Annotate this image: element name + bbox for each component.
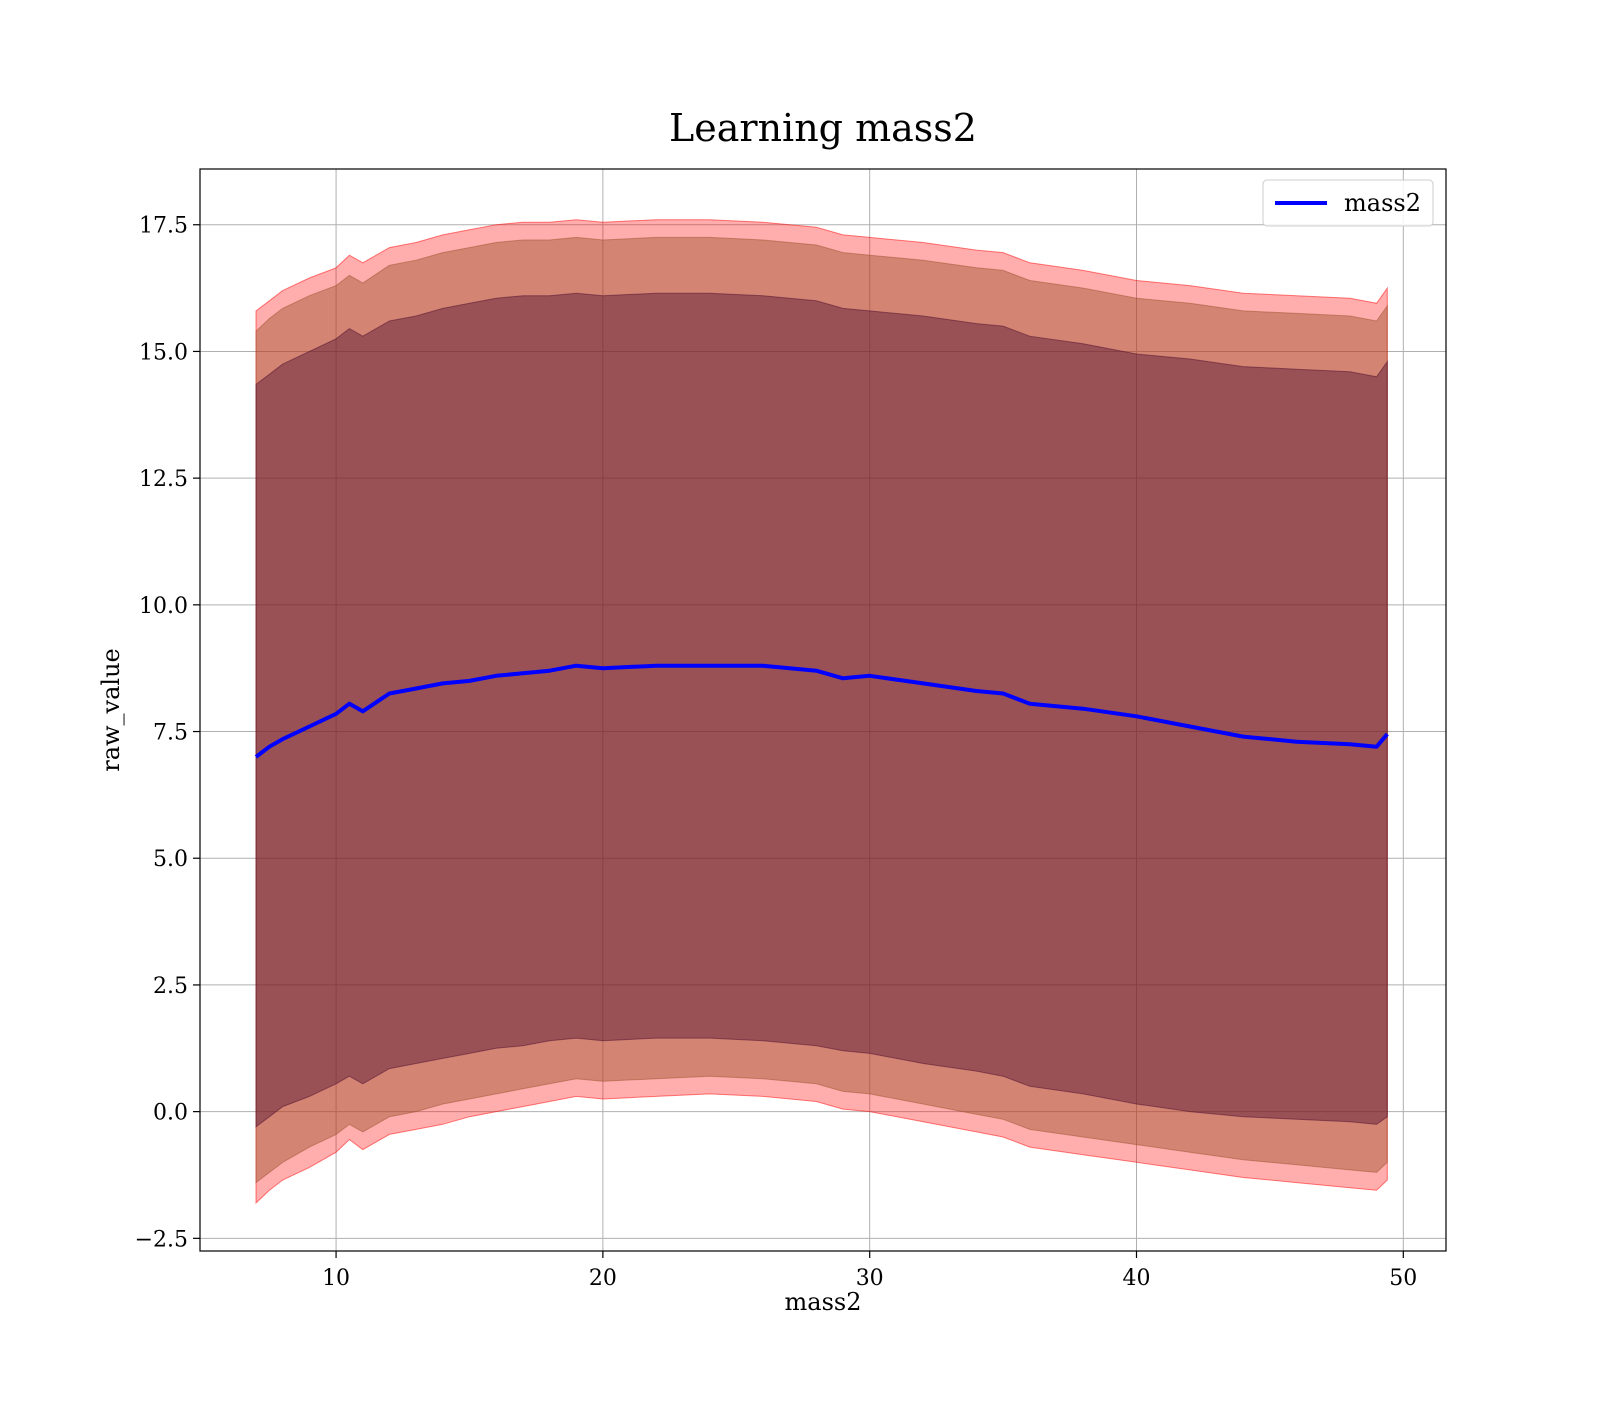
legend-box <box>1262 179 1434 227</box>
plot-frame <box>199 168 1447 1252</box>
x-tick-label-3: 40 <box>1123 1266 1151 1291</box>
grid <box>200 169 1446 1251</box>
x-tick-label-2: 30 <box>856 1266 884 1291</box>
x-axis-label: mass2 <box>785 1288 862 1316</box>
middle-band <box>255 236 1388 1184</box>
bands <box>255 219 1388 1205</box>
chart-title: Learning mass2 <box>669 106 977 150</box>
y-tick-label-5: 10.0 <box>139 594 188 619</box>
y-tick-label-6: 12.5 <box>139 467 188 492</box>
y-tick-label-4: 7.5 <box>153 721 188 746</box>
x-tick-label-1: 20 <box>589 1266 617 1291</box>
y-tick-label-7: 15.0 <box>139 340 188 365</box>
y-tick-label-3: 5.0 <box>153 847 188 872</box>
y-tick-label-2: 2.5 <box>153 974 188 999</box>
outer-band <box>255 219 1388 1205</box>
series-lines <box>254 663 1389 759</box>
y-tick-label-0: −2.5 <box>135 1227 188 1252</box>
legend: mass2 <box>1262 179 1434 227</box>
x-tick-label-0: 10 <box>322 1266 350 1291</box>
y-tick-label-1: 0.0 <box>153 1101 188 1126</box>
x-tick-label-4: 50 <box>1389 1266 1417 1291</box>
legend-label-mass2: mass2 <box>1344 189 1421 217</box>
y-axis-label: raw_value <box>97 648 125 772</box>
y-tick-label-8: 17.5 <box>139 214 188 239</box>
y-ticks: −2.5 0.0 2.5 5.0 7.5 10.0 12.5 15.0 17.5 <box>135 214 200 1252</box>
x-ticks: 10 20 30 40 50 <box>322 1251 1417 1291</box>
series-line-mass2 <box>254 663 1389 759</box>
inner-band <box>255 292 1388 1128</box>
